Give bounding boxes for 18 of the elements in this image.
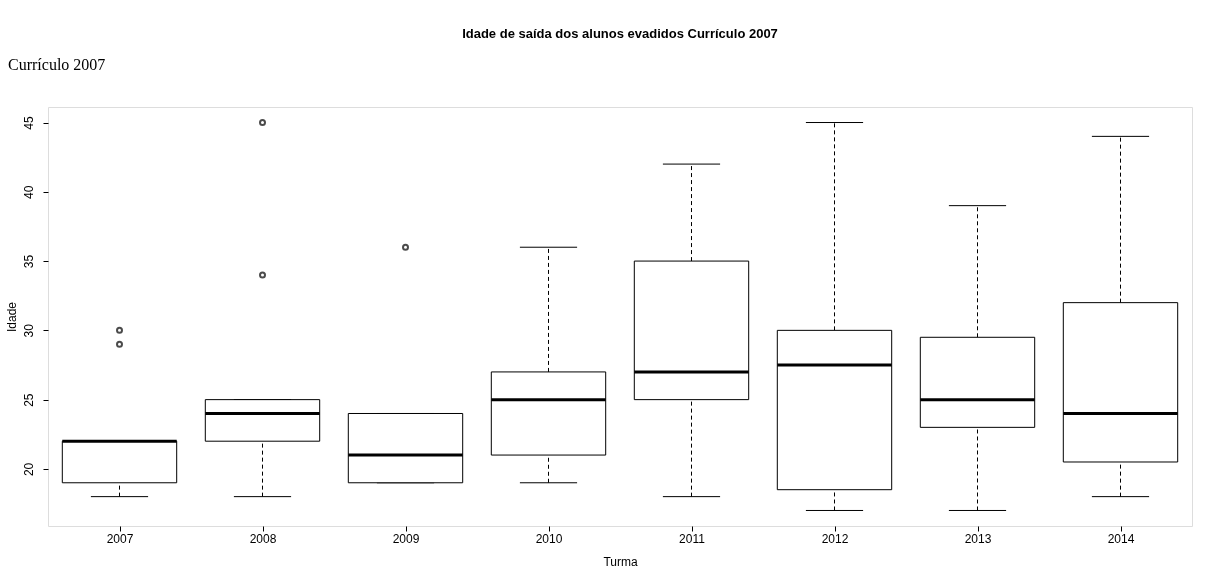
x-tick-label: 2008 bbox=[249, 531, 277, 546]
x-tick-label: 2011 bbox=[679, 531, 706, 546]
text: Currículo 2007 bbox=[8, 56, 106, 73]
x-tick-label: 2010 bbox=[535, 531, 563, 546]
y-tick-label: 30 bbox=[21, 323, 36, 338]
y-axis-title: Idade bbox=[4, 301, 19, 333]
y-tick-label: 40 bbox=[21, 185, 36, 199]
y-tick-label: 45 bbox=[21, 116, 36, 130]
x-tick-label: 2014 bbox=[1107, 531, 1135, 546]
chart-title: Idade de saída dos alunos evadidos Currículo 2007 bbox=[462, 26, 778, 41]
y-tick-label: 20 bbox=[21, 462, 36, 477]
x-tick-label: 2012 bbox=[821, 531, 849, 546]
y-tick-label: 35 bbox=[21, 254, 36, 269]
y-tick-label: 25 bbox=[21, 393, 36, 407]
x-tick-label: 2007 bbox=[106, 531, 134, 546]
x-axis-title: Turma bbox=[603, 554, 638, 569]
x-tick-label: 2009 bbox=[392, 531, 420, 546]
x-tick-label: 2013 bbox=[964, 531, 992, 546]
